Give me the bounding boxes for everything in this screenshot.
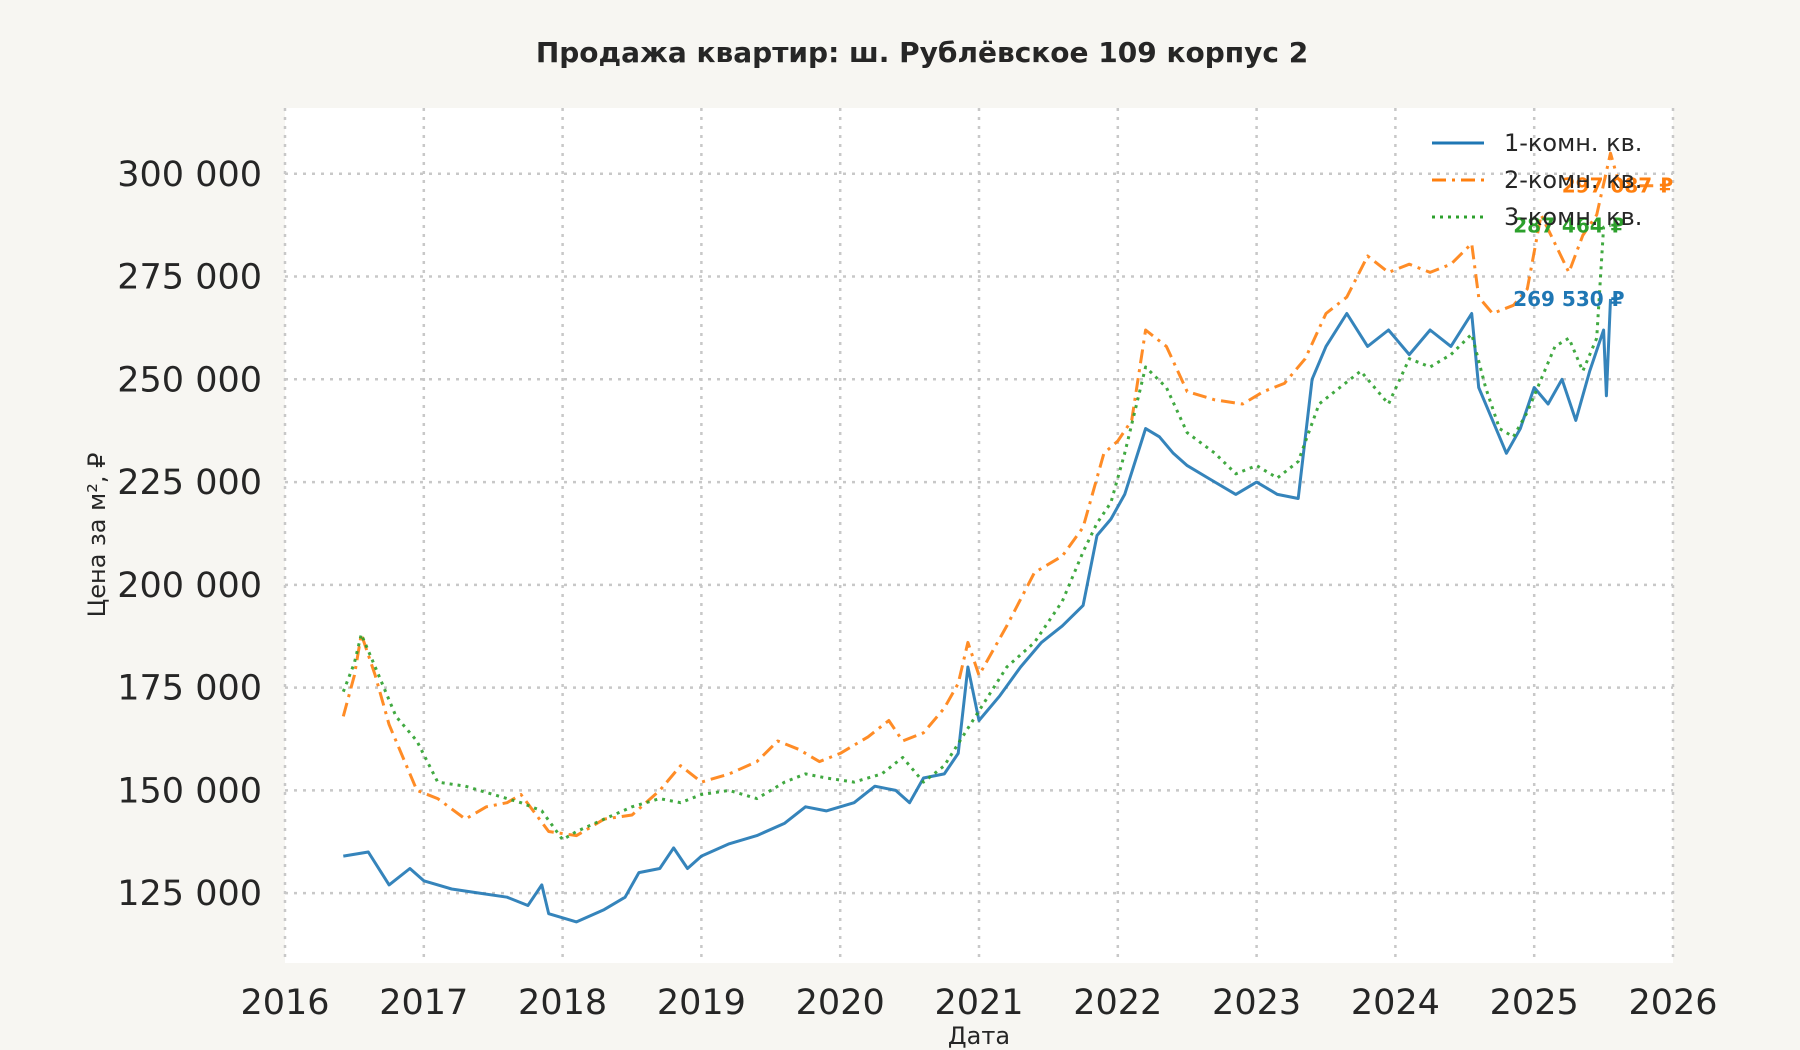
y-tick-label: 275 000 <box>117 258 262 298</box>
x-axis-ticks: 2016 2017 2018 2019 2020 2021 2022 2023 2024 2025… <box>240 983 1717 1023</box>
x-tick-label: 2023 <box>1212 983 1301 1023</box>
legend-label: 1-комн. кв. <box>1504 129 1642 157</box>
legend-label: 2-комн. кв. <box>1504 166 1642 194</box>
series-line-3 <box>341 223 1611 842</box>
x-tick-label: 2016 <box>240 983 329 1023</box>
x-tick-label: 2019 <box>657 983 746 1023</box>
series-end-label-1: 269 530 ₽ <box>1513 287 1624 311</box>
y-tick-label: 250 000 <box>117 360 262 400</box>
x-axis-label: Дата <box>948 1022 1010 1050</box>
grid <box>283 108 1675 963</box>
x-tick-label: 2025 <box>1490 983 1579 1023</box>
y-tick-label: 125 000 <box>117 874 262 914</box>
y-axis-label: Цена за м², ₽ <box>83 453 111 618</box>
series-layer <box>341 151 1660 924</box>
legend-label: 3-комн. кв. <box>1504 203 1642 231</box>
x-tick-label: 2024 <box>1351 983 1440 1023</box>
y-tick-label: 200 000 <box>117 566 262 606</box>
x-tick-label: 2018 <box>518 983 607 1023</box>
x-tick-label: 2017 <box>379 983 468 1023</box>
series-line-1 <box>343 298 1612 924</box>
y-tick-label: 175 000 <box>117 669 262 709</box>
x-tick-label: 2022 <box>1073 983 1162 1023</box>
chart-title: Продажа квартир: ш. Рублёвское 109 корпу… <box>536 36 1308 69</box>
series-end-label-2: 297 087 ₽ <box>1562 174 1673 198</box>
y-tick-label: 225 000 <box>117 463 262 503</box>
x-tick-label: 2021 <box>934 983 1023 1023</box>
series-line-2 <box>341 151 1660 838</box>
y-tick-label: 150 000 <box>117 771 262 811</box>
series-end-label-3: 287 464 ₽ <box>1513 213 1624 237</box>
end-labels: 269 530 ₽ 297 087 ₽ 287 464 ₽ <box>1513 174 1673 311</box>
y-tick-label: 300 000 <box>117 155 262 195</box>
y-axis-ticks: 125 000 150 000 175 000 200 000 225 000 250 0… <box>117 155 262 914</box>
legend: 1-комн. кв. 2-комн. кв. 3-комн. кв. <box>1432 129 1642 231</box>
x-tick-label: 2026 <box>1628 983 1717 1023</box>
x-tick-label: 2020 <box>796 983 885 1023</box>
